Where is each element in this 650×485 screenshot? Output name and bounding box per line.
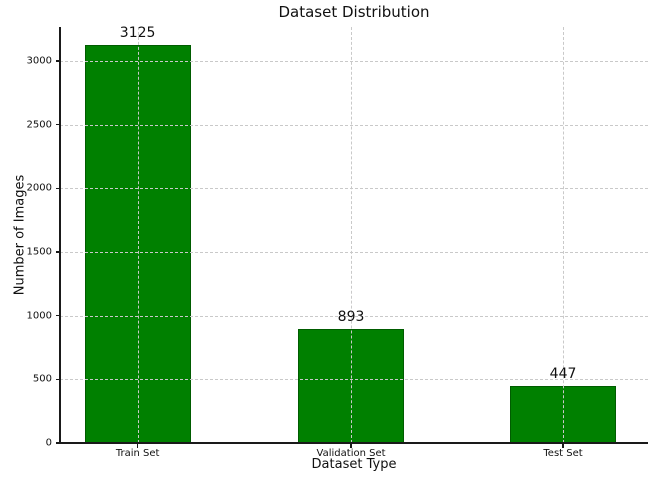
gridline-x-3 [563,27,565,443]
plot-area: 0 500 1000 1500 2000 2500 3000 3125 Train Set 893… [27,25,648,459]
y-tick-mark-1000 [55,315,60,317]
y-tick-mark-2500 [55,124,60,126]
y-tick-label-500: 500 [32,373,52,385]
bar-value-label: 893 [337,309,365,326]
y-tick-label-1000: 1000 [26,310,52,322]
x-tick-label-2: Validation Set [316,447,386,459]
chart-title: Dataset Distribution [278,3,430,21]
y-tick-mark-3000 [55,60,60,62]
y-tick-label-2000: 2000 [26,182,52,194]
gridline-x-2 [351,27,353,443]
x-tick-mark-1 [136,443,139,448]
x-axis-spine [59,442,648,444]
y-axis-spine [59,27,61,444]
gridline-y-3000 [60,61,648,63]
x-tick-mark-2 [350,443,352,448]
y-tick-label-0: 0 [45,437,52,449]
gridline-y-1500 [60,252,648,254]
bar-train-set [84,45,191,443]
gridline-y-2500 [60,124,648,126]
x-tick-label-1: Train Set [115,447,160,459]
gridline-y-1000 [60,315,648,317]
x-tick-label-3: Test Set [543,447,583,459]
gridline-y-500 [60,379,648,381]
bar-value-label: 3125 [119,25,156,42]
x-tick-mark-3 [562,443,564,448]
bar-test-set [510,386,616,443]
y-axis-label: Number of Images [12,174,28,296]
y-tick-mark-500 [55,378,60,380]
y-tick-label-2500: 2500 [26,119,52,131]
y-tick-mark-0 [55,442,60,444]
bar-validation-set [298,329,404,443]
gridline-x-1 [137,27,139,443]
bar-value-label: 447 [549,366,577,383]
y-tick-label-1500: 1500 [26,246,52,258]
y-tick-mark-2000 [55,187,60,190]
x-axis-label: Dataset Type [311,457,397,472]
gridline-y-2000 [60,188,648,190]
y-tick-mark-1500 [55,251,60,253]
y-tick-label-3000: 3000 [26,55,52,67]
